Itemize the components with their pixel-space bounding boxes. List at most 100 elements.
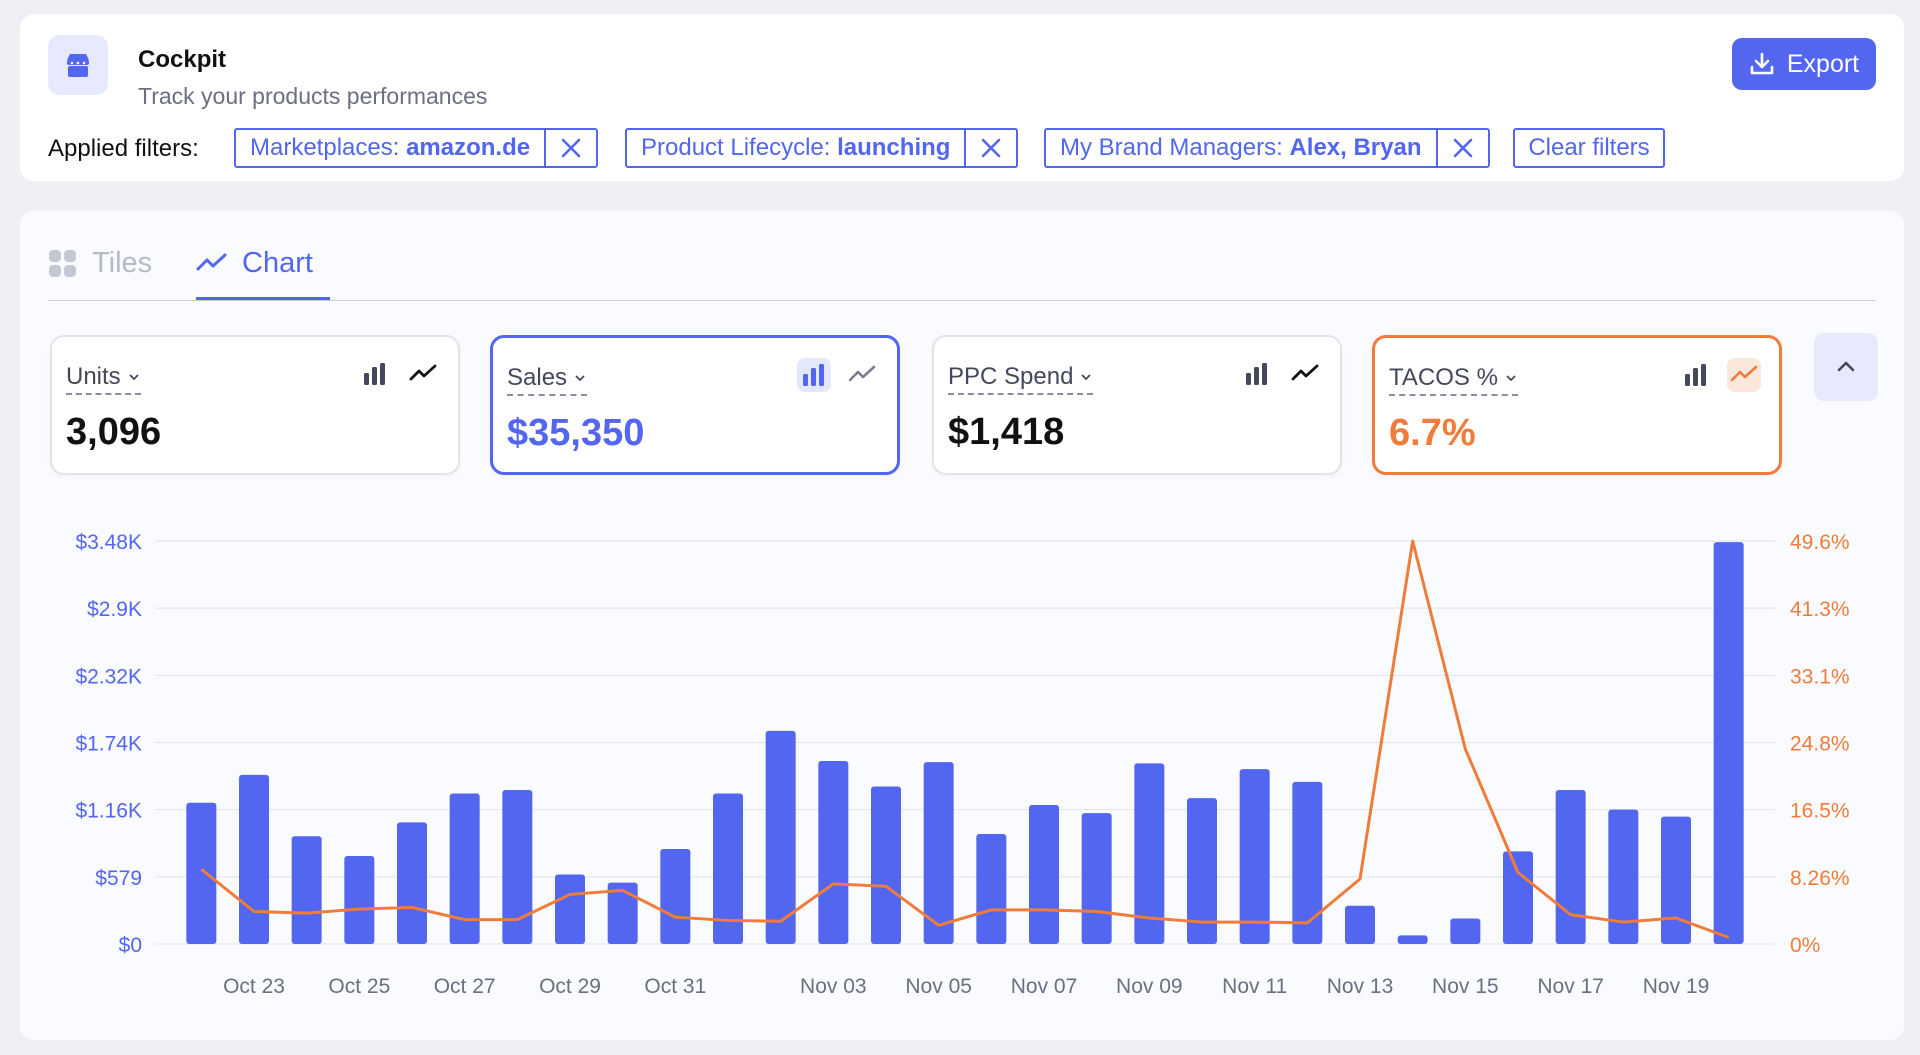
sales-bar [1292, 781, 1323, 944]
chevron-down-icon [575, 375, 585, 382]
x-axis-tick-label: Oct 27 [434, 975, 496, 998]
line-chart-toggle[interactable] [1727, 358, 1761, 392]
metric-card-ppc-spend[interactable]: PPC Spend $1,418 [932, 335, 1342, 475]
tab-tiles[interactable]: Tiles [48, 247, 152, 280]
sales-bar [344, 855, 375, 944]
x-axis-tick-label: Oct 29 [539, 975, 601, 998]
x-axis-tick-label: Nov 17 [1537, 975, 1604, 998]
sales-bar [976, 833, 1007, 944]
bar-chart-toggle[interactable] [797, 358, 831, 392]
tab-divider [48, 300, 1876, 301]
x-axis-tick-label: Nov 05 [905, 975, 972, 998]
filter-chip-value: Alex, Bryan [1289, 134, 1422, 161]
close-icon [561, 138, 581, 158]
filter-chip-key: Product Lifecycle: [641, 134, 838, 161]
applied-filters-label: Applied filters: [48, 135, 199, 162]
collapse-button[interactable] [1814, 333, 1878, 401]
x-axis-tick-label: Nov 11 [1222, 975, 1287, 998]
left-axis-tick-label: $3.48K [75, 531, 142, 554]
close-icon [1453, 138, 1472, 158]
chevron-up-icon [1837, 361, 1855, 372]
sales-bar [239, 774, 269, 944]
sales-bar [871, 786, 901, 944]
filter-chip-brand-managers: My Brand Managers: Alex, Bryan [1044, 128, 1490, 168]
bar-chart-icon [1246, 363, 1267, 385]
left-axis-tick-label: $1.16K [75, 800, 142, 823]
x-axis-tick-label: Nov 15 [1432, 975, 1499, 998]
storefront-icon [48, 35, 108, 95]
sales-bar [607, 882, 638, 944]
sales-bar [1450, 918, 1481, 944]
sales-bar [291, 836, 322, 944]
sales-bar [1661, 816, 1691, 944]
trend-line-icon [1730, 365, 1758, 382]
sales-bar [397, 822, 427, 944]
left-axis-tick-label: $579 [95, 867, 142, 890]
sales-bar [1081, 813, 1112, 944]
bar-chart-icon [1685, 364, 1706, 386]
bar-chart-icon [364, 363, 385, 385]
sales-bar [186, 802, 217, 944]
x-axis-tick-label: Nov 09 [1116, 975, 1183, 998]
sales-bar [765, 730, 796, 944]
metric-value: $1,418 [948, 411, 1065, 453]
line-chart-toggle[interactable] [845, 358, 879, 392]
right-axis-tick-label: 24.8% [1790, 733, 1850, 756]
right-axis-tick-label: 41.3% [1790, 598, 1850, 621]
download-icon [1750, 52, 1774, 75]
filter-chip-value: amazon.de [406, 134, 531, 161]
bar-chart-toggle[interactable] [1679, 358, 1713, 392]
sales-bar [1239, 769, 1270, 944]
metric-card-tacos[interactable]: TACOS % 6.7% [1372, 335, 1782, 475]
metric-card-sales[interactable]: Sales $35,350 [490, 335, 900, 475]
header-card: Cockpit Track your products performances… [20, 14, 1904, 181]
sales-bar [1397, 935, 1428, 944]
remove-filter-button[interactable] [544, 130, 596, 166]
x-axis-tick-label: Oct 31 [644, 975, 706, 998]
sales-bar [1608, 809, 1639, 944]
bar-chart-toggle[interactable] [1240, 357, 1274, 391]
remove-filter-button[interactable] [1435, 130, 1488, 166]
filter-chip-key: Marketplaces: [250, 134, 407, 161]
chevron-down-icon [129, 374, 139, 381]
sales-bar [1187, 798, 1217, 944]
sales-tacos-chart: $0 0% $579 8.26% $1.16K 16.5% $1.74K 24.8% $2.32… [75, 531, 1850, 998]
x-axis-tick-label: Oct 23 [223, 975, 285, 998]
grid-icon [49, 249, 76, 277]
right-axis-tick-label: 0% [1790, 934, 1820, 957]
sales-bar [1134, 763, 1165, 944]
sales-bar [1555, 789, 1586, 944]
tab-chart-label: Chart [242, 247, 313, 279]
line-chart-toggle[interactable] [1288, 357, 1322, 391]
sales-bar [502, 789, 533, 944]
x-axis-tick-label: Nov 19 [1643, 975, 1710, 998]
sales-bar [1503, 851, 1533, 944]
left-axis-tick-label: $2.9K [87, 598, 142, 621]
clear-filters-button[interactable]: Clear filters [1513, 128, 1665, 168]
chevron-down-icon [1506, 375, 1516, 382]
x-axis-tick-label: Oct 25 [328, 975, 390, 998]
page-title: Cockpit [138, 46, 227, 73]
export-label: Export [1786, 49, 1860, 78]
sales-bar [923, 762, 954, 944]
right-axis-tick-label: 8.26% [1790, 867, 1850, 890]
sales-bar [1345, 905, 1375, 944]
x-axis-tick-label: Nov 03 [800, 975, 867, 998]
close-icon [982, 138, 1001, 158]
sales-bar [660, 849, 691, 944]
tab-chart[interactable]: Chart [196, 247, 313, 280]
line-chart-toggle[interactable] [406, 357, 440, 391]
remove-filter-button[interactable] [964, 130, 1016, 166]
bar-chart-toggle[interactable] [358, 357, 392, 391]
export-button[interactable]: Export [1732, 38, 1876, 90]
sales-bar [818, 761, 849, 944]
right-axis-tick-label: 16.5% [1790, 800, 1850, 823]
sales-bar [555, 874, 585, 944]
active-tab-indicator [196, 297, 330, 301]
sales-bar [449, 793, 480, 944]
tab-tiles-label: Tiles [92, 247, 153, 279]
left-axis-tick-label: $2.32K [75, 665, 142, 688]
filter-chip-lifecycle: Product Lifecycle: launching [625, 128, 1019, 168]
metric-card-units[interactable]: Units 3,096 [50, 335, 460, 475]
sales-bar [1029, 805, 1059, 944]
